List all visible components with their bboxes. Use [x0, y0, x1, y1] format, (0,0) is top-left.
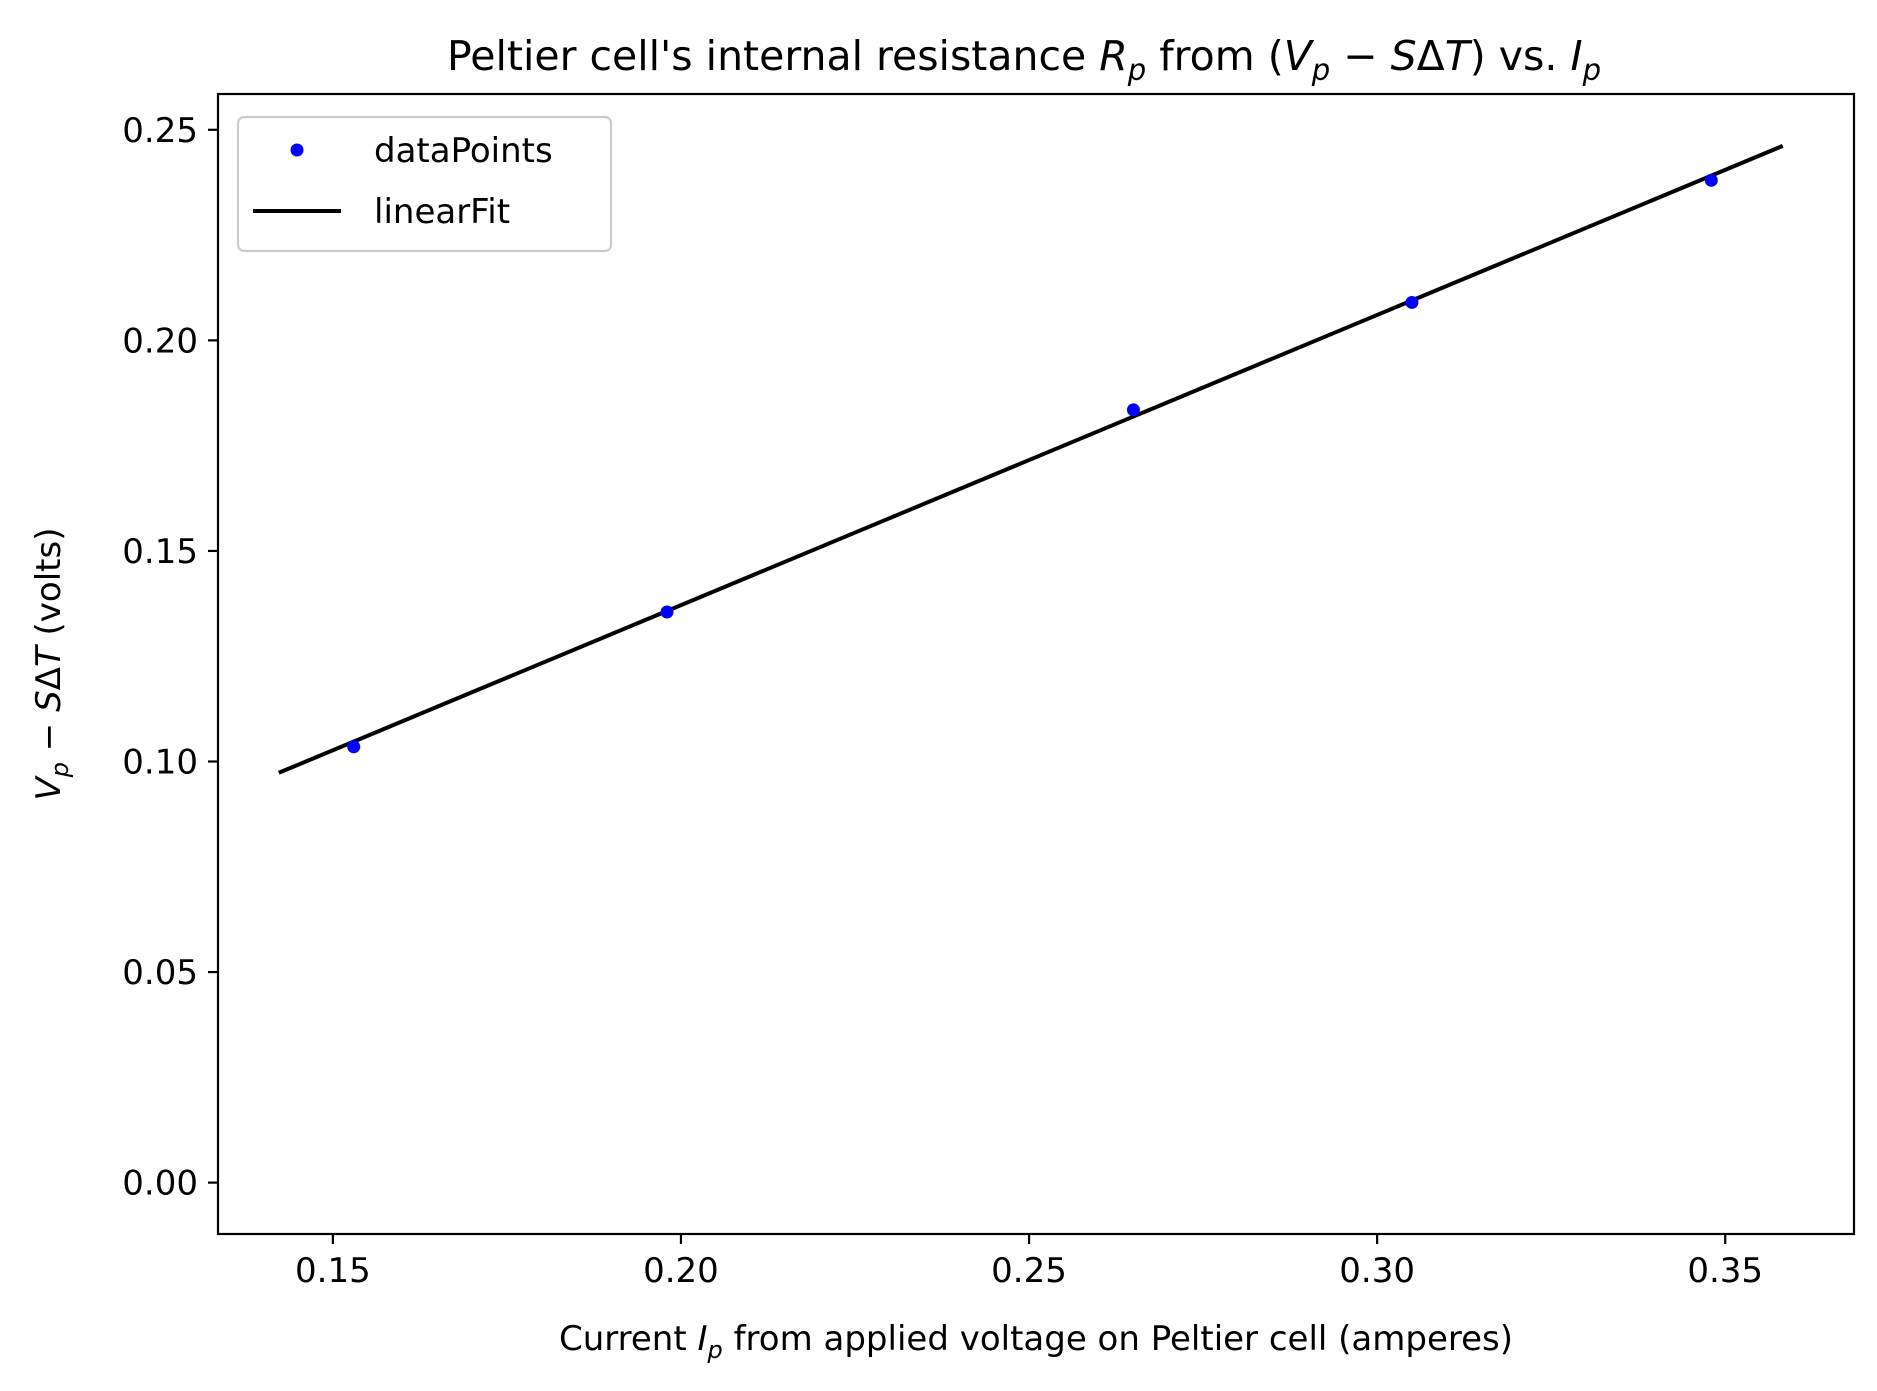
xlabel-prefix: Current: [559, 1319, 698, 1359]
xlabel-sub: p: [707, 1336, 723, 1364]
data-point: [1126, 403, 1140, 417]
legend-label-linearfit: linearFit: [374, 192, 510, 232]
x-axis-ticks: 0.15 0.20 0.25 0.30 0.35: [295, 1234, 1763, 1291]
ylabel-v-var: V: [29, 775, 69, 801]
title-t-var: T: [1445, 32, 1473, 80]
x-tick-label: 0.15: [295, 1251, 371, 1291]
y-tick-label: 0.20: [122, 321, 198, 361]
title-v-var: V: [1284, 32, 1315, 80]
ylabel-delta: Δ: [29, 667, 69, 690]
ylabel-suffix: (volts): [29, 527, 69, 646]
ylabel-s-var: S: [29, 690, 69, 712]
data-point: [1405, 295, 1419, 309]
title-delta: Δ: [1417, 32, 1445, 80]
legend-label-datapoints: dataPoints: [374, 131, 553, 171]
ylabel-minus: −: [29, 712, 69, 762]
legend-box: [236, 115, 613, 253]
title-close: ) vs.: [1470, 32, 1571, 80]
ylabel-t-var: T: [29, 644, 69, 667]
title-v-sub: p: [1311, 53, 1330, 87]
y-tick-label: 0.00: [122, 1164, 198, 1204]
ylabel-v-sub: p: [46, 762, 74, 778]
plot-series: [278, 144, 1784, 775]
title-r-sub: p: [1127, 53, 1146, 87]
y-tick-label: 0.25: [122, 111, 198, 151]
plot-area-frame: [216, 92, 1856, 1236]
legend-marker-datapoints: [290, 143, 304, 157]
xlabel-var: I: [698, 1319, 708, 1359]
chart-title: Peltier cell's internal resistance Rp fr…: [447, 32, 1601, 87]
y-tick-label: 0.05: [122, 953, 198, 993]
x-tick-label: 0.20: [643, 1251, 719, 1291]
linear-fit-line: [278, 144, 1784, 775]
y-axis-title: Vp − SΔT (volts): [29, 527, 74, 800]
title-minus: −: [1330, 32, 1390, 80]
title-i-var: I: [1570, 32, 1582, 80]
y-tick-label: 0.15: [122, 532, 198, 572]
legend: dataPoints linearFit: [236, 115, 613, 253]
x-tick-label: 0.35: [1687, 1251, 1763, 1291]
x-axis-title: Current Ip from applied voltage on Pelti…: [559, 1319, 1513, 1364]
y-tick-label: 0.10: [122, 742, 198, 782]
title-s-var: S: [1391, 32, 1417, 80]
data-point: [347, 740, 361, 754]
xlabel-suffix: from applied voltage on Peltier cell (am…: [723, 1319, 1513, 1359]
data-point: [660, 605, 674, 619]
title-mid: from (: [1146, 32, 1283, 80]
y-axis-ticks: 0.00 0.05 0.10 0.15 0.20 0.25: [122, 111, 218, 1204]
x-tick-label: 0.30: [1339, 1251, 1415, 1291]
title-prefix: Peltier cell's internal resistance: [447, 32, 1099, 80]
data-point: [1704, 173, 1718, 187]
x-tick-label: 0.25: [991, 1251, 1067, 1291]
title-i-sub: p: [1582, 53, 1601, 87]
title-r-var: R: [1099, 32, 1128, 80]
